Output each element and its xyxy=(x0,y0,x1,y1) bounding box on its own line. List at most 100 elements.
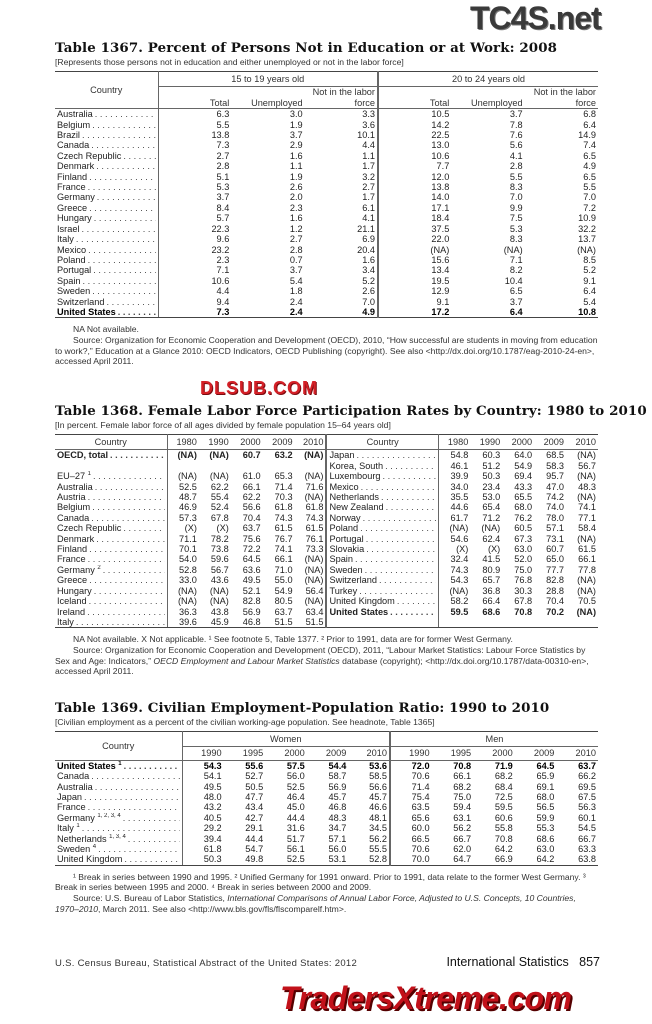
group-header-women: Women xyxy=(182,731,391,748)
value-cell: 5.5 xyxy=(583,182,596,193)
value-cell: 9.9 xyxy=(509,202,523,213)
value-cell: 55.4 xyxy=(210,492,229,503)
source-note: Source: U.S. Bureau of Labor Statistics,… xyxy=(55,893,598,914)
country-label: Sweden xyxy=(57,286,91,297)
value-cell: 8.2 xyxy=(509,265,523,276)
value-cell xyxy=(231,461,263,471)
country-label: Germany xyxy=(57,192,95,203)
value-cell: 74.3 xyxy=(294,512,328,524)
value-cell: 63.0 xyxy=(536,844,555,855)
value-cell: 70.1 xyxy=(179,544,197,555)
country-label: Austria xyxy=(57,492,86,503)
value-cell: 2.0 xyxy=(289,192,303,203)
country-cell: Austria xyxy=(55,492,168,503)
dot-leader xyxy=(89,575,164,585)
country-label: Australia xyxy=(57,781,93,792)
country-wrap: Austria xyxy=(57,492,165,502)
value-cell: 4.4 xyxy=(304,140,379,151)
table-row: Czech Republic 2.7 1.61.1 10.6 4.1 6.5 xyxy=(55,150,598,162)
value-cell: 23.2 xyxy=(211,244,230,255)
country-label: Mexico xyxy=(329,481,359,492)
table-row: Spain 10.6 5.45.2 19.5 10.4 9.1 xyxy=(55,275,598,287)
country-wrap: Finland xyxy=(57,544,165,554)
value-cell: 65.6 xyxy=(411,812,430,823)
value-cell: 42.7 xyxy=(245,812,264,823)
country-label: Greece xyxy=(57,202,88,213)
value-cell: 54.4 xyxy=(328,760,347,771)
country-cell: France xyxy=(55,554,168,565)
country-cell: Ireland xyxy=(55,606,168,617)
dot-leader xyxy=(366,544,436,554)
dot-leader xyxy=(93,471,165,481)
value-cell: 72.5 xyxy=(494,792,513,803)
value-cell: 54.1 xyxy=(203,771,222,782)
country-wrap: Iceland xyxy=(57,596,165,606)
table-1368-section: Table 1368. Female Labor Force Participa… xyxy=(55,403,647,677)
country-wrap: France xyxy=(57,802,180,812)
country-name: Hungary xyxy=(57,586,94,596)
value-cell: 54.3 xyxy=(203,760,222,771)
value-cell: 41.5 xyxy=(482,554,501,565)
table-row: Brazil 13.8 3.710.1 22.5 7.6 14.9 xyxy=(55,130,598,141)
value-cell: 74.3 xyxy=(450,564,469,575)
value-cell: 80.5 xyxy=(274,596,293,607)
table-row: OECD, total(NA)(NA)60.763.2(NA)Japan54.8… xyxy=(55,449,598,461)
value-cell: 3.7 xyxy=(289,130,303,141)
value-cell: 72.0 xyxy=(411,760,430,771)
group-header-men: Men xyxy=(389,731,598,748)
country-name: Japan xyxy=(57,792,84,802)
value-cell: 2.3 xyxy=(216,254,230,265)
country-label: Australia xyxy=(57,109,93,120)
value-cell: 45.0 xyxy=(286,802,305,813)
table-1368: Country 1980 1990 2000 2009 2010 Country 1980 19… xyxy=(55,434,598,629)
value-cell: 53.1 xyxy=(306,854,349,866)
table-row: Israel 22.3 1.221.1 37.5 5.3 32.2 xyxy=(55,223,598,235)
dot-leader xyxy=(88,492,165,502)
value-cell: 56.7 xyxy=(210,564,229,575)
country-cell: Australia xyxy=(55,781,183,793)
table-1369: Country Women Men 1990 1995 2000 2009 2010 19… xyxy=(55,731,598,866)
value-cell: 2.7 xyxy=(216,150,230,161)
value-cell: 40.5 xyxy=(203,812,222,823)
col-header-year: 2010 xyxy=(575,437,596,447)
value-cell: 7.0 xyxy=(304,296,379,307)
country-name: Sweden 4 xyxy=(57,844,98,854)
value-cell: 56.9 xyxy=(242,606,261,617)
value-cell: 34.5 xyxy=(348,823,391,834)
country-cell: Portugal xyxy=(326,533,439,545)
dot-leader xyxy=(97,192,156,202)
country-wrap: OECD, total xyxy=(57,450,165,460)
dot-leader xyxy=(91,140,155,150)
value-cell: 7.1 xyxy=(509,254,523,265)
country-name: Germany 1, 2, 3, 4 xyxy=(57,813,123,823)
value-cell: 6.9 xyxy=(304,234,379,245)
country-label: United Kingdom xyxy=(329,596,395,607)
value-cell: 56.4 xyxy=(294,585,328,597)
value-cell: (NA) xyxy=(178,471,197,482)
dot-leader xyxy=(365,565,436,575)
value-cell: 68.4 xyxy=(494,781,513,792)
col-header-year: 1990 xyxy=(409,748,430,759)
dot-leader xyxy=(88,182,156,192)
table-row: Australia 49.5 50.5 52.5 56.956.6 71.4 68.2 68.… xyxy=(55,781,598,793)
dot-leader xyxy=(95,109,156,119)
country-name: Slovakia xyxy=(329,544,366,554)
table-row: Czech Republic(X)(X)63.761.561.5Poland(N… xyxy=(55,523,598,534)
country-wrap: Czech Republic xyxy=(57,151,156,161)
country-name: Portugal xyxy=(57,265,93,275)
col-header-year: 2000 xyxy=(240,437,261,447)
value-cell: 5.7 xyxy=(216,213,230,224)
country-wrap: Canada xyxy=(57,140,156,150)
country-wrap: Portugal xyxy=(57,265,156,275)
value-cell: 63.7 xyxy=(578,760,596,771)
country-name: Japan xyxy=(329,450,356,460)
value-cell: 71.4 xyxy=(411,781,430,792)
country-name: Australia xyxy=(57,109,95,119)
value-cell: 61.7 xyxy=(450,512,469,523)
value-cell: 56.6 xyxy=(348,781,391,793)
dot-leader xyxy=(91,513,164,523)
country-cell: OECD, total xyxy=(55,449,168,461)
